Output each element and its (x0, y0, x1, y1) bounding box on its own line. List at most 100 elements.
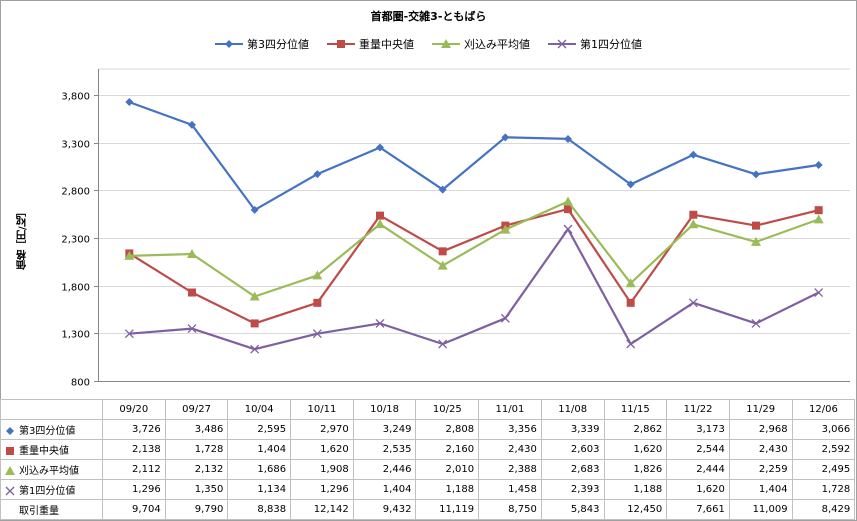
data-point (187, 324, 197, 334)
x-tick-label: 11/22 (666, 399, 730, 420)
data-point (250, 205, 259, 214)
table-cell: 2,430 (728, 439, 793, 460)
table-cell: 3,726 (102, 419, 166, 440)
x-tick-label: 10/04 (227, 399, 292, 420)
data-point (313, 298, 322, 307)
table-cell: 2,592 (791, 439, 856, 460)
table-cell: 1,188 (415, 479, 480, 500)
data-point-stroke (250, 344, 260, 354)
table-cell: 3,249 (352, 419, 417, 440)
table-cell: 1,296 (102, 479, 166, 500)
data-point (814, 288, 824, 297)
data-point-stroke (751, 318, 761, 328)
table-cell: 3,339 (540, 419, 605, 440)
data-point (6, 447, 14, 455)
table-row: 重量中央値 2,138 1,728 1,404 1,620 2,535 2,160 2,430… (0, 439, 856, 460)
data-point (375, 318, 385, 328)
x-tick-label: 11/15 (603, 399, 668, 420)
data-point (249, 291, 260, 301)
row-legend-symbol (6, 447, 14, 455)
table-cell: 2,862 (603, 419, 668, 440)
data-point (626, 180, 635, 189)
table-cell: 8,838 (227, 499, 292, 520)
legend-label: 第1四分位値 (580, 38, 642, 51)
row-label: 重量中央値 (19, 446, 69, 457)
x-tick-label: 11/01 (478, 399, 542, 420)
line-chart: 800 1,300 1,800 2,300 2,800 3,300 3,800 (61, 68, 850, 389)
table-cell: 5,843 (540, 499, 605, 520)
data-point (5, 466, 15, 475)
table-cell: 1,404 (352, 479, 417, 500)
table-cell: 1,686 (227, 459, 292, 480)
table-cell: 11,009 (728, 499, 793, 520)
data-point-stroke (500, 313, 510, 323)
table-cell: 8,750 (478, 499, 542, 520)
table-cell: 2,132 (164, 459, 229, 480)
series-line (129, 228, 820, 351)
table-cell: 1,620 (603, 439, 668, 460)
y-tick-label: 1,800 (61, 283, 90, 294)
data-point (376, 211, 384, 220)
table-row: 第1四分位値 1,296 1,350 1,134 1,296 1,404 1,188 1,45… (0, 479, 856, 500)
table-cell: 12,142 (290, 499, 354, 520)
data-point-stroke (557, 39, 567, 49)
data-point (563, 196, 573, 206)
y-tick-label: 3,300 (61, 140, 90, 151)
table-cell: 3,356 (478, 419, 542, 440)
table-cell: 1,188 (603, 479, 668, 500)
data-point-stroke (124, 329, 134, 339)
x-tick-label: 12/06 (791, 399, 856, 420)
data-point (225, 40, 233, 48)
table-cell: 2,160 (415, 439, 480, 460)
row-label: 第3四分位値 (19, 426, 76, 437)
table-cell: 2,968 (728, 419, 793, 440)
legend-label: 重量中央値 (359, 38, 414, 51)
y-tick-label: 800 (71, 378, 90, 389)
data-point (6, 427, 14, 435)
data-point-stroke (688, 298, 698, 308)
data-point (124, 329, 134, 339)
table-cell: 2,683 (540, 459, 605, 480)
table-cell: 1,620 (290, 439, 354, 460)
y-tick-label: 2,800 (61, 187, 90, 198)
chart-title: 首都圏-交雑3-ともばら (370, 10, 487, 23)
table-cell: 1,458 (478, 479, 542, 500)
data-point (187, 249, 197, 259)
data-point-stroke (438, 339, 448, 349)
legend-symbol (327, 40, 355, 48)
table-cell: 1,404 (728, 479, 793, 500)
series-line (128, 208, 819, 325)
series-line (129, 200, 820, 298)
table-cell: 9,704 (102, 499, 166, 520)
data-point-stroke (375, 318, 385, 328)
data-point (441, 39, 451, 48)
table-cell: 1,826 (603, 459, 668, 480)
data-point (751, 318, 761, 328)
table-cell: 2,430 (478, 439, 542, 460)
table-row: 取引重量 9,704 9,790 8,838 12,142 9,432 11,119 8,75… (0, 499, 856, 520)
data-point (752, 221, 760, 230)
data-point (250, 344, 260, 354)
data-point (689, 210, 698, 219)
table-cell: 3,486 (164, 419, 229, 440)
table-row-header: 重量中央値 (0, 439, 103, 460)
data-point (751, 236, 761, 246)
data-point (626, 298, 635, 307)
data-point (124, 250, 135, 260)
x-tick-label: 10/18 (352, 399, 417, 420)
row-label: 第1四分位値 (19, 486, 76, 497)
data-point (813, 214, 824, 224)
data-point (438, 185, 447, 194)
table-cell: 3,173 (666, 419, 730, 440)
table-row-header: 刈込み平均値 (0, 459, 103, 480)
legend: 第3四分位値 重量中央値 刈込み平均値 第1四分位値 (0, 36, 857, 52)
row-legend-symbol (5, 466, 15, 475)
table-cell: 1,728 (791, 479, 856, 500)
data-point (337, 40, 345, 48)
table-row-header: 取引重量 (0, 499, 103, 520)
table-cell: 1,350 (164, 479, 229, 500)
legend-symbol (215, 40, 243, 48)
table-cell: 7,661 (666, 499, 730, 520)
legend-symbol (548, 39, 576, 49)
data-table: 09/20 09/27 10/04 10/11 10/18 10/25 11/01 11/08… (0, 399, 856, 520)
